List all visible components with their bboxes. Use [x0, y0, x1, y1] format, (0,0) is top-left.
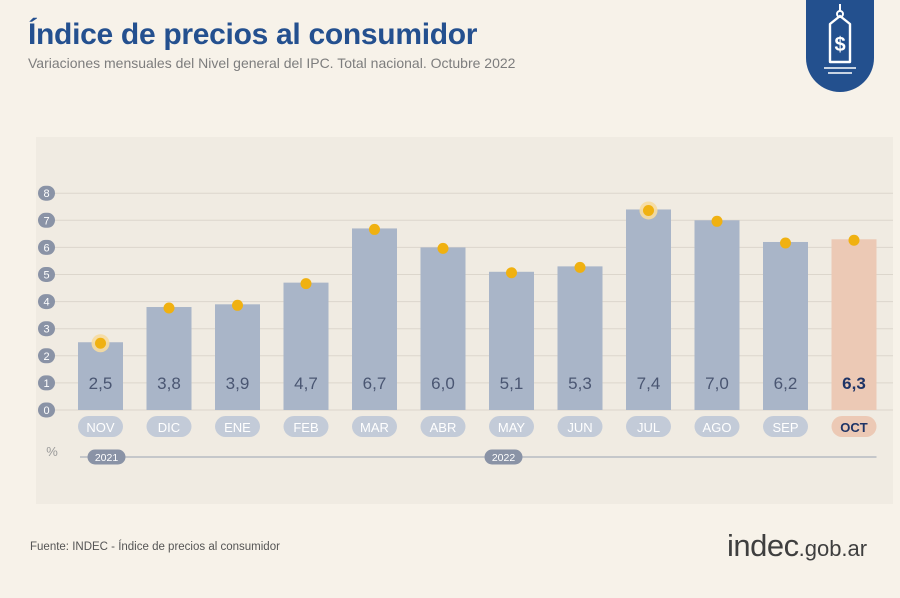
- bar-marker: [95, 337, 106, 349]
- data-label: 4,7: [294, 374, 318, 393]
- bar: [146, 307, 192, 410]
- bar: [831, 239, 877, 410]
- bar: [489, 271, 534, 410]
- x-tick-label: DIC: [158, 420, 180, 435]
- price-tag-badge: $: [806, 0, 874, 92]
- data-label: 2,5: [89, 374, 113, 393]
- bar-marker: [711, 215, 723, 227]
- bar: [283, 282, 329, 410]
- bar: [694, 220, 740, 410]
- data-label: 5,3: [568, 374, 592, 393]
- bar-marker: [300, 278, 312, 290]
- category-pill: [763, 416, 808, 437]
- y-tick-label: 0: [43, 405, 49, 417]
- x-tick-label: OCT: [840, 420, 868, 435]
- data-label: 6,7: [363, 374, 387, 393]
- bar: [763, 241, 808, 410]
- x-tick-label: SEP: [772, 420, 798, 435]
- y-tick-pill: [38, 239, 55, 255]
- x-tick-label: AGO: [703, 420, 732, 435]
- bar: [215, 304, 260, 410]
- brand-suffix: .gob.ar: [798, 536, 868, 561]
- y-tick-pill: [38, 321, 55, 337]
- y-tick-pill: [38, 212, 55, 228]
- category-pill: [78, 416, 123, 437]
- x-tick-label: ABR: [430, 420, 457, 435]
- page-title: Índice de precios al consumidor: [28, 18, 478, 51]
- bar: [626, 209, 671, 410]
- category-pill: [626, 416, 671, 437]
- source-note: Fuente: INDEC - Índice de precios al con…: [30, 541, 280, 553]
- bar-marker: [506, 267, 517, 279]
- y-tick-pill: [38, 375, 55, 391]
- year-label: 2021: [95, 452, 119, 464]
- bar: [557, 266, 603, 410]
- bar-marker: [643, 204, 654, 216]
- data-label: 3,9: [226, 374, 250, 393]
- data-label: 7,0: [705, 374, 729, 393]
- category-pill: [215, 416, 260, 437]
- indec-logo[interactable]: indec.gob.ar: [727, 528, 867, 564]
- category-pill: [146, 416, 192, 437]
- data-label: 6,0: [431, 374, 455, 393]
- category-pill: [557, 416, 603, 437]
- bar-marker: [848, 234, 860, 246]
- y-tick-label: 4: [43, 297, 49, 309]
- y-tick-label: 7: [43, 215, 49, 227]
- price-tag-dollar-icon: $: [824, 4, 856, 74]
- y-tick-pill: [38, 294, 55, 310]
- bar-marker: [780, 237, 791, 249]
- data-label: 3,8: [157, 374, 181, 393]
- bar-marker: [574, 261, 586, 273]
- year-pill: [87, 449, 126, 465]
- brand-main: indec: [727, 528, 799, 563]
- data-label: 6,3: [842, 374, 866, 393]
- y-tick-pill: [38, 402, 55, 418]
- category-pill: [352, 416, 397, 437]
- y-tick-label: 3: [43, 324, 49, 336]
- x-tick-label: NOV: [86, 420, 115, 435]
- chart-panel: 0 1 2 3 4 5 6 7 8% 2,5 NOV 3,8 DIC 3,9 ENE 4,7 FEB 6,7 MAR…: [36, 137, 893, 504]
- bar-marker: [437, 242, 449, 254]
- page-subtitle: Variaciones mensuales del Nivel general …: [28, 55, 516, 71]
- x-tick-label: MAR: [360, 420, 389, 435]
- y-tick-label: 8: [43, 188, 49, 200]
- ipc-bar-chart: 0 1 2 3 4 5 6 7 8% 2,5 NOV 3,8 DIC 3,9 ENE 4,7 FEB 6,7 MAR…: [38, 185, 893, 465]
- bar-marker: [369, 223, 380, 235]
- year-label: 2022: [492, 452, 516, 464]
- y-tick-label: 6: [43, 242, 49, 254]
- bar-marker: [232, 299, 243, 311]
- y-tick-label: 1: [43, 378, 49, 390]
- y-tick-pill: [38, 185, 55, 201]
- category-pill: [489, 416, 534, 437]
- data-label: 6,2: [774, 374, 798, 393]
- data-label: 7,4: [637, 374, 661, 393]
- x-tick-label: JUL: [637, 420, 660, 435]
- y-tick-pill: [38, 348, 55, 364]
- x-tick-label: JUN: [567, 420, 592, 435]
- year-pill: [484, 449, 523, 465]
- category-pill: [283, 416, 329, 437]
- bar-marker: [163, 302, 175, 314]
- x-tick-label: MAY: [498, 420, 526, 435]
- y-tick-pill: [38, 267, 55, 282]
- bar: [78, 342, 123, 410]
- category-pill: [694, 416, 740, 437]
- category-pill: [831, 416, 877, 437]
- bar: [420, 247, 466, 410]
- data-label: 5,1: [500, 374, 524, 393]
- y-axis-label: %: [46, 444, 58, 459]
- x-tick-label: ENE: [224, 420, 251, 435]
- y-tick-label: 2: [43, 351, 49, 363]
- svg-text:$: $: [834, 34, 845, 56]
- y-tick-label: 5: [43, 270, 49, 282]
- category-pill: [420, 416, 466, 437]
- bar: [352, 228, 397, 410]
- x-tick-label: FEB: [293, 420, 318, 435]
